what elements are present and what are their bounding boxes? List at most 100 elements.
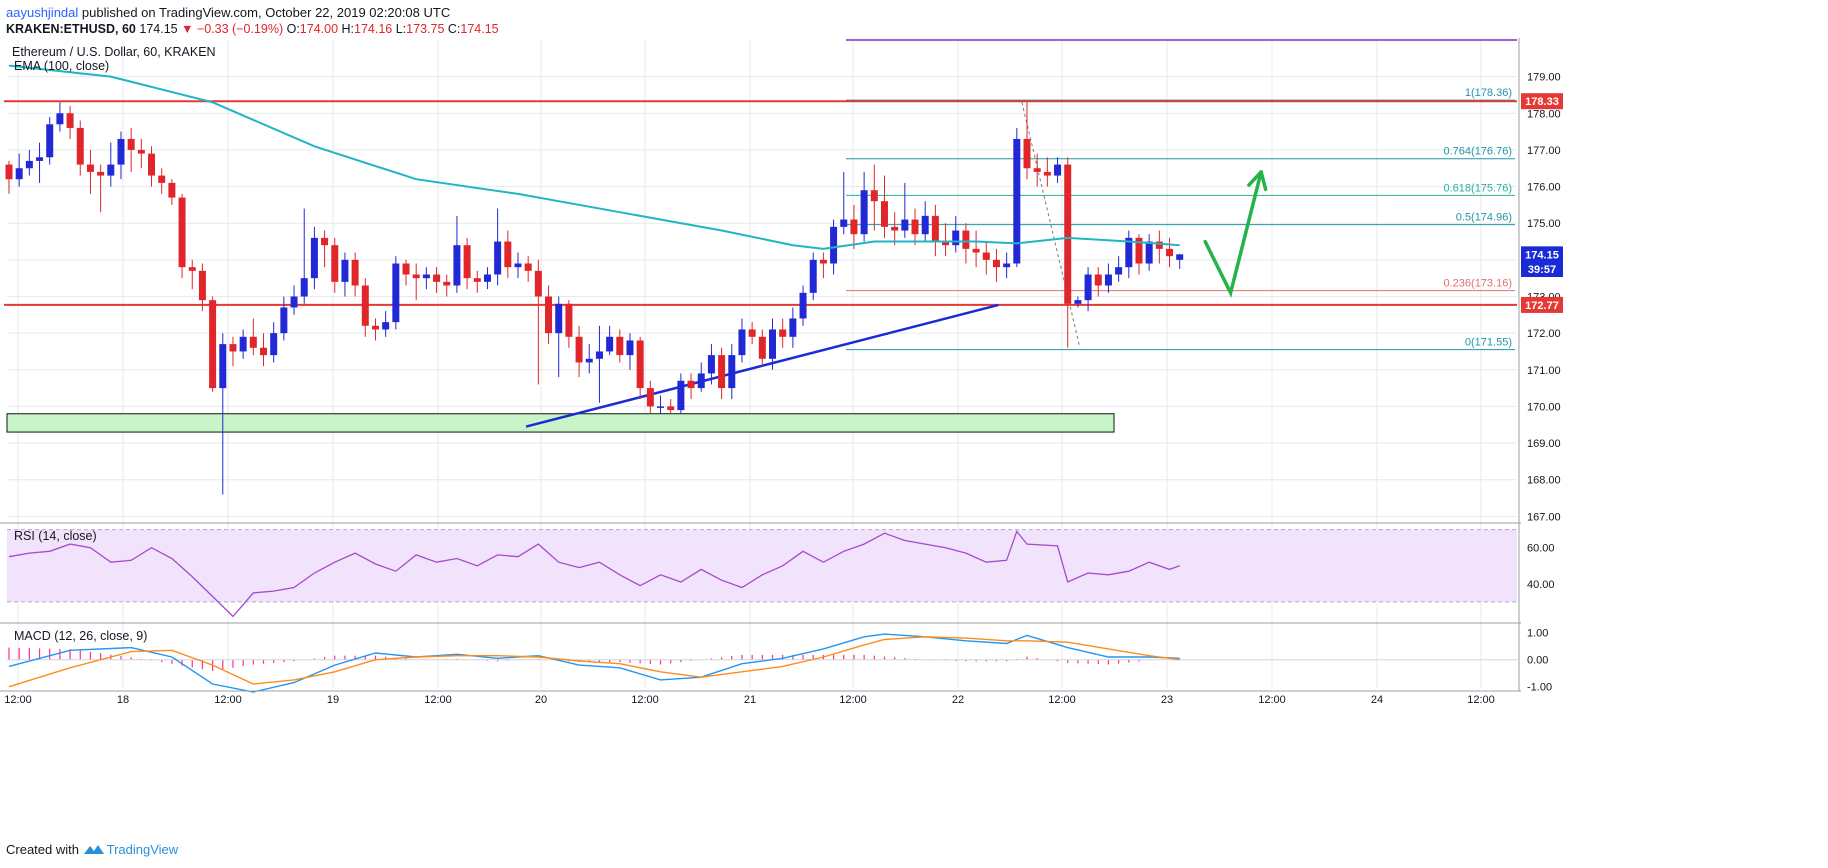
candle-body (1176, 254, 1184, 260)
price-label-box (1521, 93, 1563, 110)
price-label-text: 178.33 (1525, 96, 1559, 108)
candle-body (575, 336, 583, 363)
candle-body (382, 322, 390, 330)
fib-level-label: 1(178.36) (1465, 87, 1512, 99)
candle-body (392, 263, 400, 323)
publish-info: aayushjindal published on TradingView.co… (6, 4, 450, 21)
ohlc-low-label: L: (395, 22, 407, 36)
candle-body (453, 245, 461, 286)
candle-body (15, 168, 23, 180)
price-label-box (1521, 246, 1563, 263)
price-label-box (1521, 261, 1563, 278)
candle-body (1155, 241, 1163, 249)
rsi-line (8, 530, 1180, 618)
chart-title: Ethereum / U.S. Dollar, 60, KRAKEN (12, 45, 216, 59)
candle-body (769, 329, 776, 359)
candle-body (880, 201, 888, 227)
candle-body (351, 259, 359, 286)
y-tick-label: 176.00 (1527, 182, 1561, 194)
candle-body (738, 329, 746, 356)
x-tick-label: 23 (1161, 694, 1173, 706)
candle-body (972, 248, 980, 253)
candle-body (1084, 274, 1092, 301)
candle-body (565, 303, 573, 337)
candle-body (148, 153, 156, 176)
candle-body (687, 380, 695, 389)
published-text: published on TradingView.com, October 22… (78, 5, 451, 20)
candle-body (942, 241, 950, 246)
candle-body (657, 406, 665, 408)
candle-body (616, 336, 624, 356)
candle-body (107, 164, 115, 176)
candle-body (555, 303, 563, 334)
candle-body (891, 226, 899, 231)
arrows (1203, 170, 1268, 298)
candle-body (361, 285, 369, 326)
candle-body (1033, 168, 1041, 172)
candle-body (168, 182, 176, 198)
candle-body (321, 237, 329, 246)
tradingview-brand-link[interactable]: TradingView (106, 842, 179, 857)
candle-body (36, 157, 44, 161)
x-tick-label: 20 (535, 694, 547, 706)
candle-body (188, 267, 196, 271)
candle-body (1003, 263, 1011, 268)
candle-body (789, 318, 797, 337)
candle-body (239, 336, 247, 352)
ohlc-high-label: H: (341, 22, 355, 36)
candle-body (830, 226, 838, 264)
y-tick-label: 175.00 (1527, 218, 1561, 230)
candle-body (229, 344, 237, 352)
ohlc-open-label: O: (286, 22, 300, 36)
x-tick-label: 12:00 (1258, 694, 1286, 706)
x-tick-label: 19 (327, 694, 339, 706)
candle-body (1043, 171, 1051, 176)
x-tick-label: 12:00 (631, 694, 659, 706)
rsi-tick-label: 40.00 (1527, 579, 1555, 591)
candle-body (667, 406, 675, 411)
ema-legend: EMA (100, close) (14, 59, 109, 73)
candle-body (86, 164, 94, 172)
author-link[interactable]: aayushjindal (6, 5, 79, 20)
candle-body (901, 219, 909, 231)
candle-body (178, 197, 186, 268)
candle-body (677, 380, 685, 411)
chart-header: aayushjindal published on TradingView.co… (0, 0, 1828, 42)
ohlc-low-value: 173.75 (406, 22, 445, 36)
candle-body (412, 274, 420, 279)
candle-body (341, 259, 349, 282)
y-tick-label: 177.00 (1527, 145, 1561, 157)
candle-body (443, 281, 451, 286)
candle-body (1166, 248, 1174, 257)
ohlc-close-value: 174.15 (460, 22, 499, 36)
candle-body (209, 300, 217, 389)
ema-line (8, 64, 1180, 250)
ohlc-close-label: C: (447, 22, 461, 36)
created-with-text: Created with (6, 842, 79, 857)
price-label-text: 172.77 (1525, 300, 1559, 312)
x-tick-label: 12:00 (4, 694, 32, 706)
candle-body (992, 259, 1000, 268)
macd-tick-label: 0.00 (1527, 655, 1548, 667)
candle-body (606, 336, 614, 352)
y-tick-label: 169.00 (1527, 438, 1561, 450)
candle-body (626, 340, 634, 356)
support-zone (6, 413, 1115, 433)
candle-body (310, 237, 318, 279)
candle-body (728, 355, 736, 389)
y-tick-label: 179.00 (1527, 72, 1561, 84)
price-label-text: 39:57 (1528, 264, 1556, 276)
candle-body (1145, 241, 1153, 264)
chart-canvas[interactable]: 1(178.36) 0.764(176.76) 0.618(175.76) 0.5(1… (0, 38, 1828, 840)
macd-signal-line (8, 636, 1180, 688)
candle-body (422, 274, 430, 279)
tradingview-logo-icon (83, 845, 104, 854)
candle-body (402, 263, 410, 275)
candle-body (219, 344, 227, 389)
candle-body (921, 215, 929, 235)
rsi-pane (7, 529, 1517, 618)
x-tick-label: 21 (744, 694, 756, 706)
candle-body (718, 355, 726, 389)
candle-body (5, 164, 13, 180)
candle-body (158, 175, 166, 183)
